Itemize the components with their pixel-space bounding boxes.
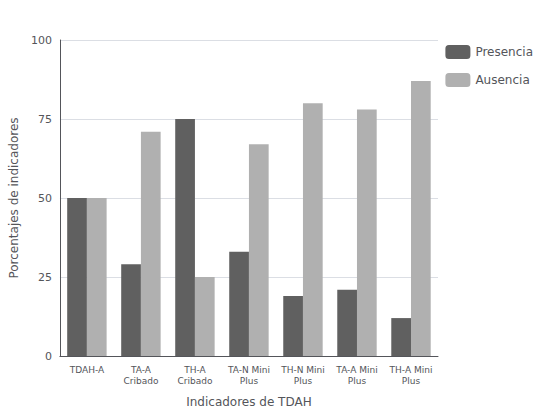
svg-text:Presencia: Presencia (475, 45, 533, 59)
svg-text:Plus: Plus (240, 376, 259, 386)
svg-text:Plus: Plus (294, 376, 313, 386)
svg-text:Cribado: Cribado (123, 376, 158, 386)
svg-text:75: 75 (38, 113, 52, 126)
svg-text:TA-A: TA-A (130, 365, 152, 375)
svg-text:25: 25 (38, 271, 52, 284)
svg-text:0: 0 (45, 350, 52, 363)
svg-text:Porcentajes de indicadores: Porcentajes de indicadores (7, 117, 21, 278)
svg-text:TDAH-A: TDAH-A (69, 365, 105, 375)
svg-text:TH-A: TH-A (183, 365, 206, 375)
svg-text:Ausencia: Ausencia (475, 73, 529, 87)
svg-text:TA-A Mini: TA-A Mini (335, 365, 377, 375)
svg-text:Indicadores de TDAH: Indicadores de TDAH (186, 395, 312, 409)
svg-text:TH-A Mini: TH-A Mini (389, 365, 433, 375)
svg-text:TH-N Mini: TH-N Mini (280, 365, 325, 375)
svg-text:Cribado: Cribado (177, 376, 212, 386)
svg-text:Plus: Plus (402, 376, 421, 386)
svg-text:50: 50 (38, 192, 52, 205)
svg-text:Plus: Plus (348, 376, 367, 386)
svg-text:TA-N Mini: TA-N Mini (227, 365, 270, 375)
svg-text:100: 100 (31, 34, 52, 47)
